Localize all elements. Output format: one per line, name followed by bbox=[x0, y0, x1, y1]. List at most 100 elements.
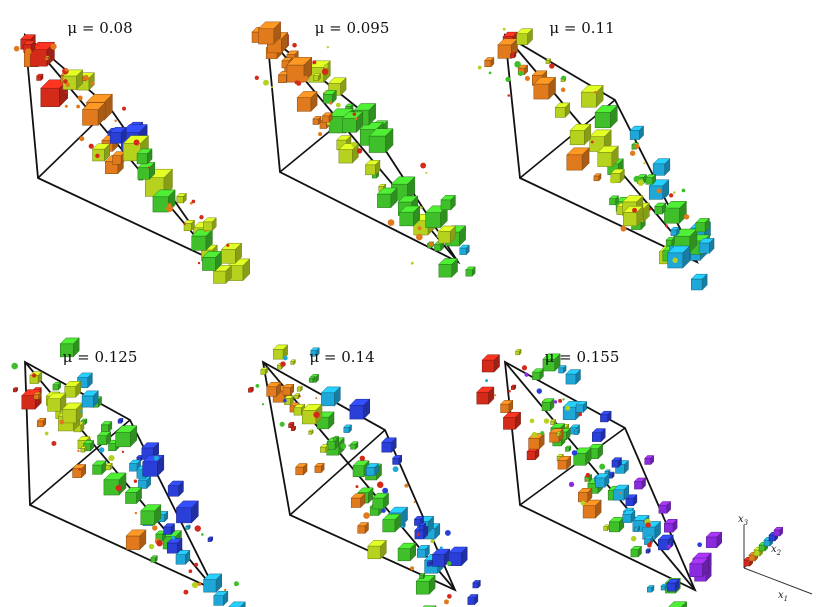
data-dot bbox=[643, 162, 646, 165]
data-dot bbox=[518, 70, 524, 77]
cube-side-face bbox=[636, 205, 644, 227]
cube-front-face bbox=[62, 408, 77, 424]
data-cube bbox=[59, 337, 80, 358]
cube-front-face bbox=[368, 135, 386, 153]
cube-side-face bbox=[637, 545, 642, 558]
data-cube bbox=[467, 593, 479, 606]
data-dot bbox=[296, 80, 302, 86]
cube-front-face bbox=[695, 222, 706, 233]
cube-front-face bbox=[97, 435, 107, 445]
data-dot bbox=[549, 63, 555, 69]
cube-front-face bbox=[372, 497, 384, 510]
data-dot bbox=[279, 421, 285, 427]
cube-front-face bbox=[550, 420, 555, 425]
cube-front-face bbox=[115, 431, 131, 448]
panel-5 bbox=[247, 344, 481, 607]
cube-front-face bbox=[40, 87, 60, 107]
cube-front-face bbox=[52, 384, 59, 391]
data-cube bbox=[109, 126, 127, 144]
data-dot bbox=[410, 566, 415, 571]
cube-side-face bbox=[348, 424, 352, 434]
data-cube bbox=[293, 392, 301, 400]
cube-side-face bbox=[235, 242, 242, 264]
cube-side-face bbox=[597, 443, 603, 460]
data-cube bbox=[499, 399, 514, 414]
cube-front-face bbox=[221, 249, 236, 264]
data-cube bbox=[117, 417, 124, 424]
cube-side-face bbox=[364, 521, 369, 534]
cube-front-face bbox=[658, 539, 669, 551]
cube-front-face bbox=[260, 369, 266, 375]
data-dot bbox=[665, 207, 669, 211]
data-cube bbox=[689, 557, 709, 578]
cube-front-face bbox=[321, 392, 335, 407]
data-cube bbox=[582, 499, 602, 519]
data-dot bbox=[540, 431, 545, 436]
data-cube bbox=[80, 445, 87, 453]
cube-cluster bbox=[11, 337, 246, 607]
data-cube bbox=[392, 454, 403, 466]
data-cube bbox=[152, 189, 176, 213]
cube-front-face bbox=[558, 367, 564, 374]
cube-front-face bbox=[81, 395, 94, 408]
cube-front-face bbox=[415, 580, 430, 595]
cube-front-face bbox=[645, 177, 653, 185]
data-cube bbox=[295, 462, 308, 476]
data-dot bbox=[637, 179, 644, 186]
data-cube bbox=[599, 410, 612, 423]
data-cube bbox=[81, 101, 106, 126]
cube-side-face bbox=[355, 441, 359, 450]
data-dot bbox=[204, 230, 207, 233]
data-dot bbox=[560, 87, 566, 93]
cube-front-face bbox=[647, 587, 653, 593]
data-dot bbox=[580, 500, 586, 506]
cube-front-face bbox=[603, 526, 608, 531]
data-cube bbox=[296, 90, 318, 112]
data-cube bbox=[564, 445, 572, 452]
cube-side-face bbox=[42, 417, 47, 428]
data-cube bbox=[260, 367, 269, 376]
data-dot bbox=[531, 431, 538, 438]
cube-front-face bbox=[472, 582, 479, 589]
cube-side-face bbox=[374, 462, 379, 477]
cube-front-face bbox=[117, 419, 122, 424]
cube-side-face bbox=[428, 574, 436, 595]
data-dot bbox=[441, 238, 445, 243]
data-dot bbox=[171, 535, 175, 540]
data-cube bbox=[484, 56, 495, 68]
data-dot bbox=[25, 48, 32, 55]
data-dot bbox=[390, 521, 393, 525]
data-cube bbox=[502, 411, 522, 430]
data-cube bbox=[542, 353, 561, 372]
data-dot bbox=[558, 398, 563, 403]
cube-side-face bbox=[583, 400, 588, 413]
cube-side-face bbox=[575, 368, 581, 385]
cube-front-face bbox=[705, 536, 718, 548]
data-cube bbox=[367, 539, 387, 560]
data-dot bbox=[697, 542, 703, 548]
cube-front-face bbox=[112, 155, 122, 165]
cube-side-face bbox=[315, 373, 319, 383]
data-dot bbox=[477, 65, 482, 70]
cube-front-face bbox=[481, 359, 495, 373]
data-cube bbox=[312, 72, 322, 82]
cube-side-face bbox=[548, 76, 556, 100]
cube-side-face bbox=[290, 395, 294, 406]
cube-front-face bbox=[266, 386, 277, 397]
cube-side-face bbox=[637, 525, 641, 532]
cube-front-face bbox=[500, 403, 510, 413]
data-dot bbox=[329, 101, 333, 105]
cube-front-face bbox=[566, 154, 583, 171]
cube-side-face bbox=[423, 525, 428, 540]
data-dot bbox=[78, 468, 81, 471]
data-cube bbox=[625, 494, 638, 507]
cube-side-face bbox=[40, 73, 44, 82]
data-dot bbox=[656, 188, 662, 194]
cube-front-face bbox=[47, 398, 61, 412]
cube-side-face bbox=[548, 58, 551, 65]
data-cube bbox=[645, 548, 651, 554]
cube-side-face bbox=[239, 601, 246, 607]
cube-front-face bbox=[698, 242, 710, 254]
panel-title-2: μ = 0.095 bbox=[315, 19, 390, 37]
cube-side-face bbox=[585, 447, 592, 466]
